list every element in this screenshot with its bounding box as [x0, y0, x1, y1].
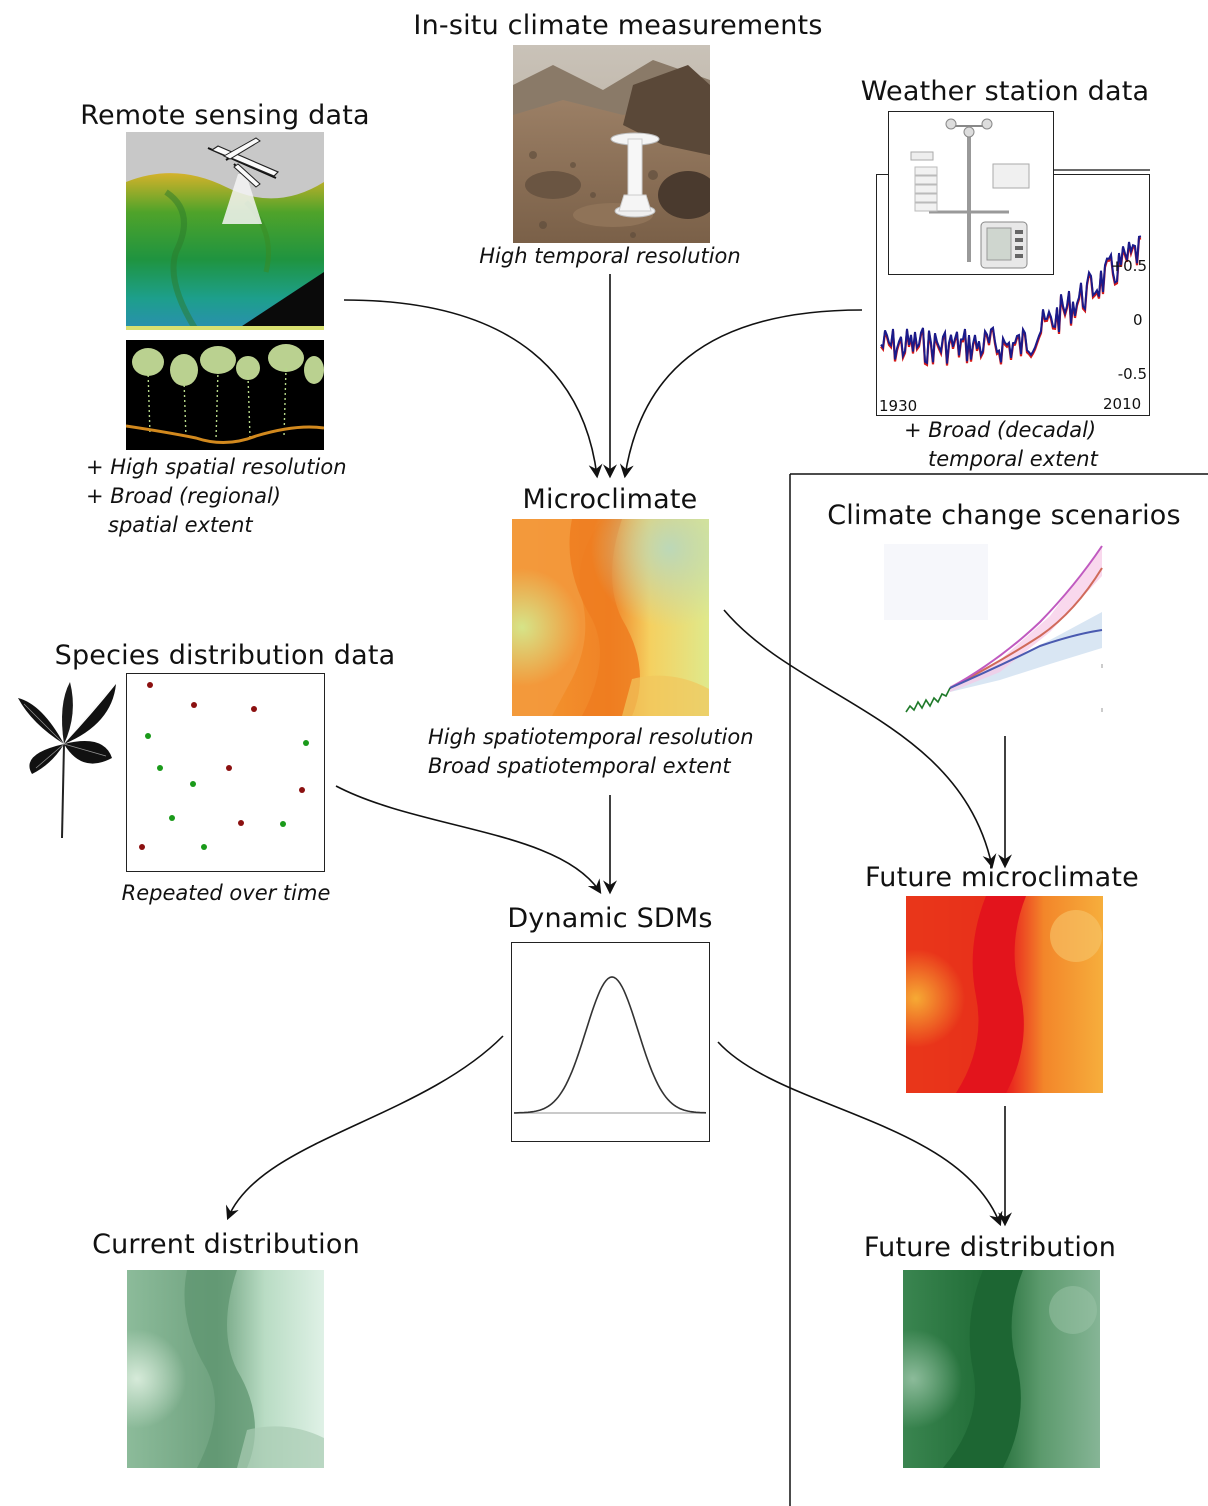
microclimate-caption-line1: High spatiotemporal resolution: [428, 725, 754, 749]
remote-caption-line3: spatial extent: [108, 513, 253, 537]
current-distribution-map: [127, 1270, 324, 1468]
chart-x-end: 2010: [1103, 395, 1142, 413]
climate-change-title: Climate change scenarios: [827, 500, 1181, 531]
microclimate-map: [512, 519, 709, 716]
remote-sensing-title: Remote sensing data: [80, 100, 370, 131]
chart-y-tick-zero: 0: [1133, 311, 1143, 329]
arrow-remote-to-microclimate: [343, 299, 603, 479]
plant-silhouette: [12, 674, 124, 840]
microclimate-title: Microclimate: [522, 484, 698, 515]
climate-scenarios-chart: [880, 536, 1106, 720]
insitu-photo: [513, 45, 710, 243]
species-caption: Repeated over time: [121, 881, 331, 905]
remote-caption-line1: + High spatial resolution: [86, 455, 347, 479]
insitu-title: In-situ climate measurements: [413, 10, 823, 41]
future-distribution-map: [903, 1270, 1100, 1468]
weather-caption-line2: temporal extent: [928, 447, 1098, 471]
weather-caption-line1: + Broad (decadal): [904, 418, 1097, 442]
lidar-canopy-image: [126, 340, 324, 450]
chart-x-start: 1930: [879, 397, 918, 415]
remote-caption-line2: + Broad (regional): [86, 484, 281, 508]
sdm-response-curve: [511, 942, 710, 1142]
lidar-terrain-image: [126, 132, 324, 330]
weather-station-image: [888, 111, 1054, 275]
weather-station-title: Weather station data: [860, 76, 1150, 107]
temperature-series-line: [880, 235, 1142, 365]
future-microclimate-title: Future microclimate: [865, 862, 1139, 893]
arrow-species-to-sdm: [335, 785, 602, 894]
chart-y-tick-bottom: -0.5: [1117, 365, 1147, 383]
species-occurrence-plot: [126, 673, 325, 872]
species-distribution-title: Species distribution data: [54, 640, 396, 671]
arrow-sdm-to-current: [225, 1035, 504, 1221]
chart-y-tick-top: +0.5: [1110, 257, 1147, 275]
microclimate-caption-line2: Broad spatiotemporal extent: [428, 754, 731, 778]
arrow-weather-to-microclimate: [619, 309, 863, 479]
insitu-caption: High temporal resolution: [479, 244, 741, 268]
future-distribution-title: Future distribution: [863, 1232, 1117, 1263]
dynamic-sdm-title: Dynamic SDMs: [507, 903, 713, 934]
current-distribution-title: Current distribution: [92, 1229, 360, 1260]
future-microclimate-map: [906, 896, 1103, 1093]
